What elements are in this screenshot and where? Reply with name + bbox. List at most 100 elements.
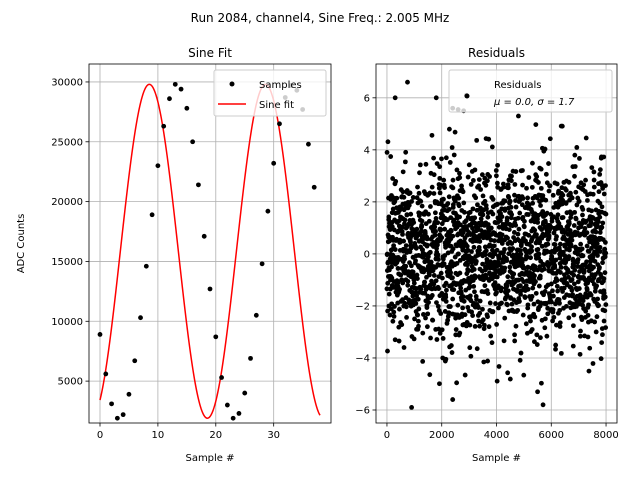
residual-point xyxy=(603,211,609,217)
residual-point xyxy=(519,259,525,265)
residual-outlier-point xyxy=(433,95,439,101)
residual-point xyxy=(472,324,478,329)
residual-point xyxy=(492,251,498,257)
residual-point xyxy=(597,265,602,270)
residual-point xyxy=(597,249,603,254)
residual-point xyxy=(505,370,511,376)
residual-point xyxy=(509,178,514,184)
residual-point xyxy=(454,380,460,386)
residual-point xyxy=(472,275,478,281)
sample-point xyxy=(230,415,236,421)
residual-point xyxy=(427,372,433,378)
residual-point xyxy=(539,380,544,386)
residual-point xyxy=(583,177,588,183)
residual-point xyxy=(438,227,444,233)
x-tick-label: 6000 xyxy=(539,430,564,441)
residual-point xyxy=(482,283,488,289)
sine-fit-ticks: 0 10 20 30 5000 10000 15000 20000 25000 30000 xyxy=(51,77,280,441)
x-tick-label: 0 xyxy=(97,430,103,441)
residual-point xyxy=(558,350,564,356)
residual-point xyxy=(471,244,477,250)
residual-point xyxy=(594,314,600,320)
residual-point xyxy=(483,252,488,258)
residual-point xyxy=(476,177,482,183)
residual-point xyxy=(584,287,590,293)
residual-point xyxy=(603,183,608,189)
residual-point xyxy=(525,212,531,217)
residual-point xyxy=(571,223,577,228)
residual-point xyxy=(563,200,569,206)
residual-point xyxy=(602,240,608,245)
residual-point xyxy=(451,287,457,293)
residual-point xyxy=(532,273,537,279)
residual-point xyxy=(450,296,456,302)
residual-point xyxy=(403,149,409,155)
residual-point xyxy=(484,206,489,212)
residual-point xyxy=(450,177,456,183)
residual-point xyxy=(509,301,515,307)
residual-point xyxy=(552,242,558,248)
residual-point xyxy=(476,183,482,189)
residual-point xyxy=(385,139,391,145)
legend-residuals-stats: μ = 0.0, σ = 1.7 xyxy=(493,97,575,108)
residual-point xyxy=(494,247,500,253)
residual-point xyxy=(442,253,448,258)
residual-point xyxy=(486,136,492,142)
residual-point xyxy=(507,376,513,382)
residual-point xyxy=(469,309,475,315)
residual-point xyxy=(518,292,523,297)
residual-point xyxy=(582,226,588,231)
residual-point xyxy=(509,212,515,218)
residual-point xyxy=(596,189,602,195)
residual-point xyxy=(485,291,491,296)
residual-point xyxy=(559,123,565,129)
residual-point xyxy=(400,231,405,237)
residual-point xyxy=(442,185,447,190)
residual-point xyxy=(431,172,437,178)
residual-point xyxy=(526,175,532,180)
x-tick-label: 4000 xyxy=(484,430,509,441)
sample-point xyxy=(248,355,253,361)
residual-point xyxy=(429,184,435,190)
residual-point xyxy=(418,198,424,204)
residual-point xyxy=(569,277,575,282)
residual-point xyxy=(512,338,518,344)
residual-point xyxy=(485,178,490,184)
residual-point xyxy=(520,214,526,220)
residual-point xyxy=(506,195,512,200)
residual-point xyxy=(581,182,587,188)
residual-point xyxy=(397,286,402,292)
residual-point xyxy=(445,201,451,206)
residual-point xyxy=(401,238,407,244)
residual-point xyxy=(427,272,432,278)
residual-point xyxy=(585,312,591,318)
residual-point xyxy=(507,198,513,204)
residual-point xyxy=(529,248,535,254)
residual-point xyxy=(577,156,582,161)
sample-point xyxy=(126,391,132,397)
residual-point xyxy=(454,261,460,266)
residual-point xyxy=(525,286,531,292)
residual-point xyxy=(397,306,402,312)
sample-point xyxy=(306,141,311,147)
residual-point xyxy=(499,232,505,238)
residual-point xyxy=(579,317,585,323)
residual-point xyxy=(492,280,498,286)
residual-point xyxy=(597,244,603,250)
residual-point xyxy=(390,176,396,181)
residual-point xyxy=(457,214,462,220)
residual-point xyxy=(478,187,484,192)
residual-point xyxy=(494,378,500,384)
residual-point xyxy=(475,202,480,208)
residual-point xyxy=(551,293,556,299)
residual-point xyxy=(418,286,424,292)
residual-point xyxy=(413,301,419,306)
residual-point xyxy=(554,283,560,289)
residual-point xyxy=(553,346,558,352)
residual-point xyxy=(560,249,566,255)
residual-point xyxy=(481,322,487,328)
sample-point xyxy=(184,105,190,111)
residual-point xyxy=(416,323,421,329)
residual-point xyxy=(388,154,394,159)
residual-point xyxy=(442,309,448,314)
